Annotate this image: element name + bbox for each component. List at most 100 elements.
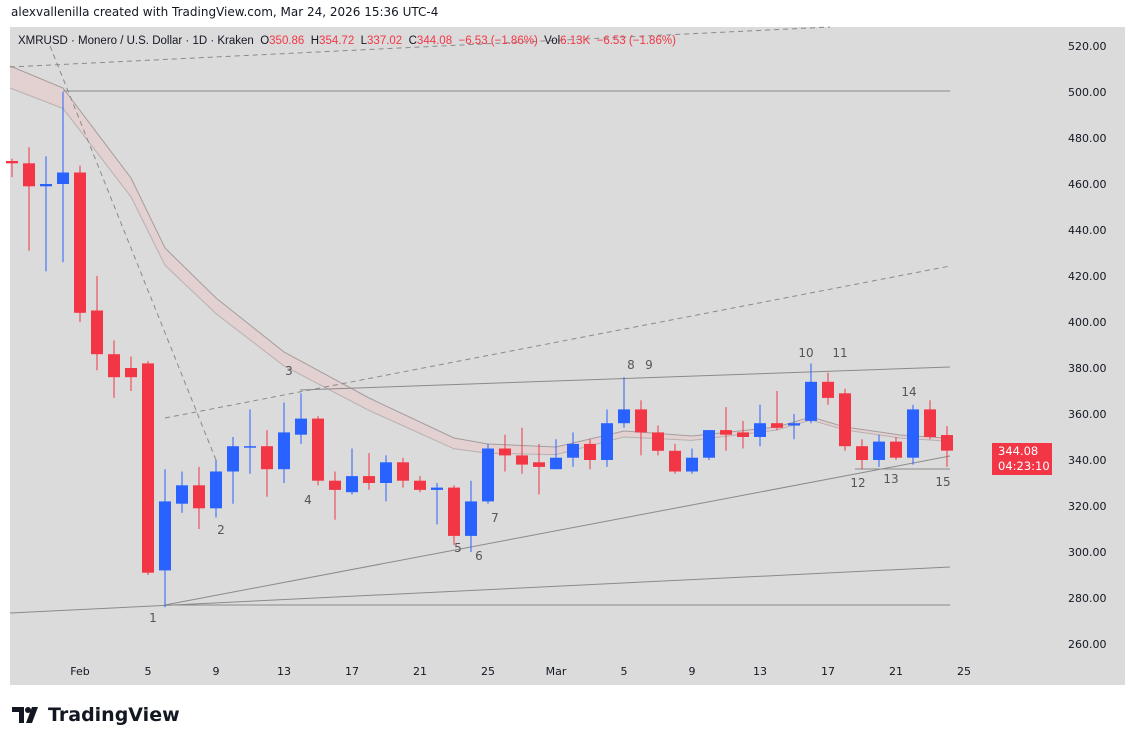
low-label: L	[360, 35, 368, 47]
volume-value: 6.13K	[560, 35, 591, 47]
candle-body	[550, 457, 562, 470]
candle-body	[176, 485, 188, 504]
x-tick-label: 21	[413, 665, 427, 678]
candle-body	[601, 423, 613, 460]
upper-trendline	[299, 366, 951, 391]
candle-body	[312, 418, 324, 481]
wave-label-8: 8	[627, 358, 635, 372]
candle-body	[839, 393, 851, 447]
candle-body	[771, 423, 783, 428]
candle-body	[482, 448, 494, 502]
candle-body	[652, 432, 664, 451]
tradingview-logo[interactable]: TradingView	[12, 704, 180, 726]
tradingview-logo-icon	[12, 707, 38, 723]
candle-body	[448, 487, 460, 536]
y-tick-label: 360.00	[1068, 408, 1107, 421]
x-tick-label: 13	[753, 665, 767, 678]
x-tick-label: Feb	[70, 665, 89, 678]
brand-name: TradingView	[48, 704, 180, 726]
wave-label-1: 1	[149, 611, 157, 625]
candle-body	[805, 381, 817, 421]
candle-body	[635, 409, 647, 433]
x-tick-label: 25	[957, 665, 971, 678]
candle-body	[6, 161, 18, 164]
x-tick-label: 17	[821, 665, 835, 678]
candle-body	[40, 184, 52, 187]
candle-body	[108, 354, 120, 378]
diagonal-dashed-line	[49, 45, 217, 461]
open-label: O	[260, 35, 270, 47]
volume-change: −6.53 (−1.86%)	[596, 35, 676, 47]
last-price: 344.08	[998, 444, 1039, 458]
candle-body	[516, 455, 528, 465]
candle-body	[754, 423, 766, 437]
candle-body	[499, 448, 511, 456]
wave-label-15: 15	[935, 475, 950, 489]
wave-label-4: 4	[304, 493, 312, 507]
wave-label-7: 7	[491, 511, 499, 525]
candle-body	[618, 409, 630, 424]
candle-body	[890, 441, 902, 458]
x-tick-label: 21	[889, 665, 903, 678]
candle-body	[295, 418, 307, 435]
close-value: 344.08	[416, 35, 453, 47]
candle-body	[720, 430, 732, 435]
symbol-legend: XMRUSD · Monero / U.S. Dollar · 1D · Kra…	[18, 35, 676, 47]
y-tick-label: 380.00	[1068, 362, 1107, 375]
candle-body	[142, 363, 154, 573]
candle-body	[57, 172, 69, 184]
wave-label-9: 9	[645, 358, 653, 372]
candle-body	[363, 476, 375, 483]
candle-body	[193, 485, 205, 509]
y-tick-label: 340.00	[1068, 454, 1107, 467]
change-value: −6.53 (−1.86%)	[458, 35, 538, 47]
candle-body	[584, 443, 596, 460]
high-label: H	[310, 35, 320, 47]
candle-body	[703, 430, 715, 458]
x-tick-label: Mar	[546, 665, 567, 678]
candle-body	[380, 462, 392, 483]
parallel-dashed-line	[164, 265, 951, 419]
chart-panel[interactable]	[10, 27, 1125, 685]
symbol-info[interactable]: XMRUSD · Monero / U.S. Dollar · 1D · Kra…	[18, 35, 254, 47]
wave-label-3: 3	[285, 364, 293, 378]
candle-body	[125, 368, 137, 378]
candle-body	[669, 450, 681, 472]
candle-body	[567, 443, 579, 458]
candle-body	[431, 487, 443, 490]
low-value: 337.02	[367, 35, 403, 47]
candle-body	[873, 441, 885, 460]
candle-body	[907, 409, 919, 458]
candle-body	[159, 501, 171, 571]
candle-body	[414, 480, 426, 490]
candle-body	[329, 480, 341, 490]
y-tick-label: 300.00	[1068, 546, 1107, 559]
volume-label: Vol	[544, 35, 561, 47]
candle-body	[227, 446, 239, 472]
y-tick-label: 440.00	[1068, 224, 1107, 237]
wave-label-5: 5	[454, 541, 462, 555]
bar-countdown: 04:23:10	[998, 459, 1050, 473]
candle-body	[397, 462, 409, 481]
y-tick-label: 500.00	[1068, 86, 1107, 99]
candle-body	[941, 435, 953, 451]
open-value: 350.86	[269, 35, 305, 47]
y-tick-label: 460.00	[1068, 178, 1107, 191]
wave-label-12: 12	[850, 476, 865, 490]
candle-body	[686, 457, 698, 472]
x-tick-label: 9	[213, 665, 220, 678]
x-tick-label: 5	[621, 665, 628, 678]
y-tick-label: 260.00	[1068, 638, 1107, 651]
x-tick-label: 25	[481, 665, 495, 678]
wave-label-13: 13	[883, 472, 898, 486]
y-tick-label: 480.00	[1068, 132, 1107, 145]
y-tick-label: 520.00	[1068, 40, 1107, 53]
y-tick-label: 400.00	[1068, 316, 1107, 329]
close-label: C	[408, 35, 417, 47]
candle-body	[261, 446, 273, 470]
candle-body	[737, 432, 749, 437]
wave-label-14: 14	[901, 385, 916, 399]
candle-body	[210, 471, 222, 509]
candle-body	[23, 163, 35, 187]
